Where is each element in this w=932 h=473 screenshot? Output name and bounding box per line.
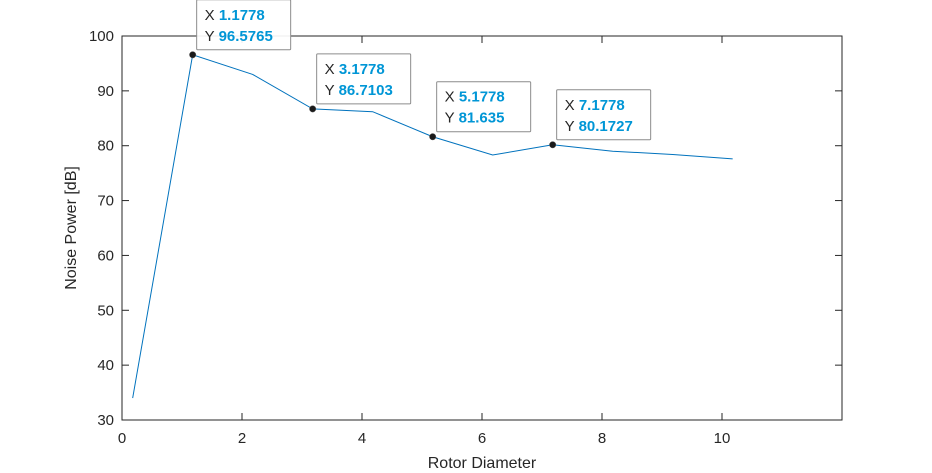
datatip-x-value: 1.1778: [219, 7, 265, 24]
datatip-y-value: 81.635: [459, 110, 505, 127]
datatip-x-prefix: X: [325, 61, 339, 78]
datatip-x-line: X 5.1778: [445, 89, 505, 106]
datatip-x-value: 3.1778: [339, 61, 385, 78]
datatip-marker: [549, 141, 557, 149]
datatip-x-line: X 3.1778: [325, 61, 385, 78]
x-tick-label: 4: [358, 430, 366, 447]
datatip-marker: [189, 51, 197, 59]
datatip-y-line: Y 96.5765: [205, 28, 273, 45]
datatip-box: [436, 81, 532, 133]
y-tick-label: 40: [97, 357, 114, 374]
datatip-box: [196, 0, 292, 51]
datatip-x-line: X 7.1778: [565, 97, 625, 114]
x-tick-label: 0: [118, 430, 126, 447]
y-tick-label: 70: [97, 193, 114, 210]
datatip-y-prefix: Y: [445, 110, 459, 127]
datatip-y-line: Y 86.7103: [325, 82, 393, 99]
x-axis-label: Rotor Diameter: [428, 455, 537, 472]
datatip-marker: [309, 105, 317, 113]
datatip-y-prefix: Y: [205, 28, 219, 45]
datatip-box: [556, 89, 652, 141]
datatip-y-line: Y 81.635: [445, 110, 505, 127]
datatip-marker: [429, 133, 437, 141]
x-tick-label: 10: [714, 430, 731, 447]
y-tick-label: 60: [97, 247, 114, 264]
datatip-y-value: 80.1727: [579, 118, 633, 135]
ticks-layer: 0 2 4 6 8 10 30 40 50 60 70 80 90 100: [89, 28, 842, 447]
y-tick-label: 30: [97, 412, 114, 429]
datatip-y-prefix: Y: [325, 82, 339, 99]
datatip-x-prefix: X: [205, 7, 219, 24]
datatip-y-line: Y 80.1727: [565, 118, 633, 135]
x-tick-label: 6: [478, 430, 486, 447]
y-tick-label: 100: [89, 28, 114, 45]
datatip-y-prefix: Y: [565, 118, 579, 135]
x-tick-label: 8: [598, 430, 606, 447]
datatip-x-prefix: X: [445, 89, 459, 106]
datatip-box: [316, 53, 412, 105]
datatip-x-value: 7.1778: [579, 97, 625, 114]
datatip-y-value: 86.7103: [339, 82, 393, 99]
datatip-x-line: X 1.1778: [205, 7, 265, 24]
y-tick-label: 90: [97, 83, 114, 100]
datatip-x-value: 5.1778: [459, 89, 505, 106]
x-tick-label: 2: [238, 430, 246, 447]
datatip-y-value: 96.5765: [219, 28, 273, 45]
datatip-x-prefix: X: [565, 97, 579, 114]
y-tick-label: 80: [97, 138, 114, 155]
y-axis-label: Noise Power [dB]: [63, 166, 80, 290]
y-tick-label: 50: [97, 302, 114, 319]
